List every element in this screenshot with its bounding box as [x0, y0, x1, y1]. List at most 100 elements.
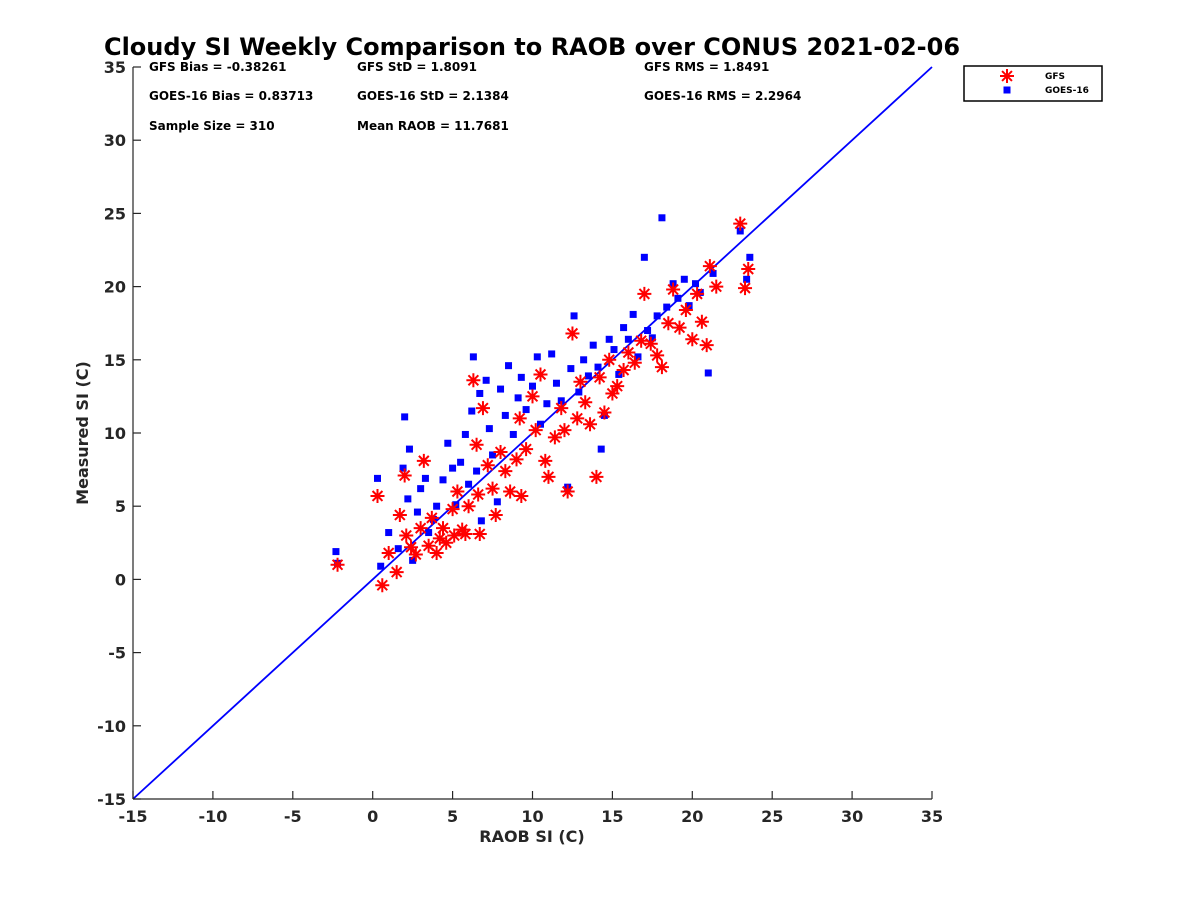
goes16-point: [533, 353, 541, 361]
goes16-point: [399, 464, 407, 472]
goes16-point: [736, 227, 744, 235]
goes16-point: [567, 365, 575, 373]
gfs-point: [634, 333, 649, 348]
stat-annotation: GOES-16 Bias = 0.83713: [149, 89, 313, 103]
goes16-point: [401, 413, 409, 421]
gfs-point: [570, 411, 585, 426]
statistics-annotations: GFS Bias = -0.38261 GFS StD = 1.8091 GFS R…: [149, 60, 801, 133]
goes16-point: [417, 485, 425, 493]
goes16-point: [552, 379, 560, 387]
gfs-point: [610, 379, 625, 394]
x-tick-label: 20: [681, 807, 703, 826]
gfs-point: [475, 401, 490, 416]
goes16-point: [461, 430, 469, 438]
gfs-point: [397, 468, 412, 483]
goes16-point: [529, 382, 536, 390]
goes16-point: [493, 498, 501, 506]
gfs-point: [690, 286, 705, 301]
goes16-point: [405, 445, 413, 453]
goes16-point: [743, 275, 751, 283]
goes16-point: [377, 562, 385, 570]
gfs-point: [514, 488, 529, 503]
gfs-point: [445, 502, 460, 517]
goes16-point: [409, 556, 417, 564]
y-tick-label: -10: [97, 717, 126, 736]
goes16-point: [610, 346, 618, 354]
gfs-point: [389, 565, 404, 580]
legend-goes16-marker: [1003, 86, 1011, 94]
stat-annotation: Sample Size = 310: [149, 119, 275, 133]
goes16-point: [704, 369, 712, 377]
x-axis-label: RAOB SI (C): [479, 827, 584, 846]
y-tick-label: 15: [104, 351, 126, 370]
gfs-point: [672, 320, 687, 335]
goes16-point: [597, 445, 605, 453]
goes16-point: [557, 397, 565, 405]
goes16-point: [624, 335, 632, 343]
stat-annotation: GFS Bias = -0.38261: [149, 60, 286, 74]
gfs-point: [421, 538, 436, 553]
goes16-point: [536, 420, 544, 428]
gfs-point: [554, 401, 569, 416]
x-tick-label: 5: [447, 807, 458, 826]
goes16-point: [634, 353, 642, 361]
gfs-point: [370, 488, 385, 503]
goes16-point: [373, 474, 381, 482]
gfs-point: [519, 442, 534, 457]
x-tick-label: -15: [119, 807, 148, 826]
goes16-point: [421, 474, 429, 482]
goes16-point: [522, 406, 530, 414]
gfs-point: [436, 521, 451, 536]
gfs-point: [480, 458, 495, 473]
gfs-point: [493, 445, 508, 460]
gfs-point: [447, 528, 462, 543]
gfs-point: [602, 352, 617, 367]
goes16-point: [653, 312, 661, 320]
gfs-point: [472, 527, 487, 542]
goes16-point: [482, 376, 490, 384]
gfs-point: [392, 507, 407, 522]
gfs-point: [488, 507, 503, 522]
goes16-point: [629, 310, 637, 318]
gfs-point: [560, 484, 575, 499]
goes16-point: [332, 548, 340, 556]
goes16-point: [575, 388, 583, 396]
goes16-point: [404, 495, 412, 503]
gfs-point: [578, 395, 593, 410]
goes16-point: [517, 373, 525, 381]
goes16-point: [413, 508, 421, 516]
gfs-point: [461, 499, 476, 514]
goes16-point: [444, 439, 452, 447]
y-tick-label: -5: [108, 644, 126, 663]
goes16-point: [543, 400, 551, 408]
stat-annotation: Mean RAOB = 11.7681: [357, 119, 509, 133]
gfs-point: [458, 527, 473, 542]
legend-gfs-label: GFS: [1045, 72, 1065, 82]
gfs-point: [533, 367, 548, 382]
gfs-point: [702, 259, 717, 274]
gfs-point: [498, 464, 513, 479]
stat-annotation: GFS RMS = 1.8491: [644, 60, 769, 74]
y-tick-label: 5: [115, 497, 126, 516]
gfs-point: [738, 281, 753, 296]
plot-axes: -15 -10 -5 0 5 10 15 20 25 30 35 -15 -10 -5 0 5 10 15 20 25…: [97, 58, 943, 826]
goes16-point: [509, 430, 517, 438]
gfs-point: [654, 360, 669, 375]
goes16-point: [589, 341, 597, 349]
goes16-point: [468, 407, 476, 415]
goes16-point: [709, 269, 717, 277]
goes16-point: [469, 353, 477, 361]
gfs-point: [503, 484, 518, 499]
x-tick-label: -5: [284, 807, 302, 826]
gfs-point: [408, 547, 423, 562]
y-tick-label: 10: [104, 424, 126, 443]
x-tick-label: 30: [841, 807, 863, 826]
gfs-point: [583, 417, 598, 432]
gfs-point: [573, 374, 588, 389]
gfs-point: [592, 370, 607, 385]
gfs-point: [650, 348, 665, 363]
gfs-point: [381, 546, 396, 561]
gfs-point: [416, 453, 431, 468]
goes16-point: [449, 464, 457, 472]
